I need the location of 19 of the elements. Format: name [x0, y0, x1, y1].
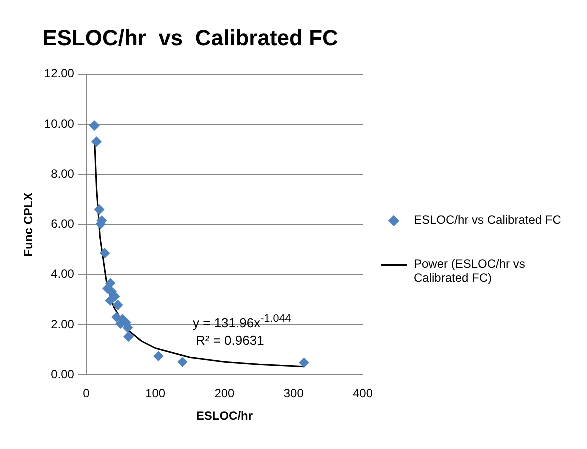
x-tick-label: 200 — [214, 386, 236, 401]
x-tick-label: 300 — [284, 386, 304, 401]
legend-label: ESLOC/hr vs Calibrated FC — [414, 213, 562, 227]
y-tick-label: 6.00 — [51, 217, 75, 232]
y-tick-label: 4.00 — [51, 267, 75, 282]
annotation: y = 131.96x$^{-1.044}$ — [193, 313, 292, 330]
y-tick-label: 12.00 — [44, 66, 75, 81]
y-tick-label: 10.00 — [44, 116, 75, 131]
x-tick-label: 0 — [83, 386, 90, 401]
chart-title: ESLOC/hr vs Calibrated FC — [42, 25, 339, 50]
y-tick-label: 2.00 — [51, 317, 75, 332]
legend-label: Power (ESLOC/hr vs Calibrated FC) — [414, 257, 526, 285]
annotation: R² = 0.9631 — [196, 333, 264, 348]
x-tick-label: 100 — [146, 386, 166, 401]
y-tick-label: 0.00 — [51, 368, 75, 382]
y-axis-title: Func CPLX — [22, 192, 36, 257]
x-tick-label: 400 — [352, 386, 374, 401]
y-tick-label: 8.00 — [51, 166, 75, 181]
x-axis-title: ESLOC/hr — [196, 409, 254, 424]
